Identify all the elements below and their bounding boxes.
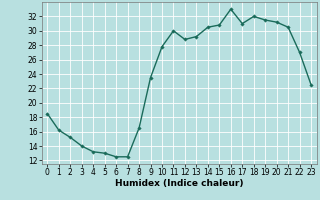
- X-axis label: Humidex (Indice chaleur): Humidex (Indice chaleur): [115, 179, 244, 188]
